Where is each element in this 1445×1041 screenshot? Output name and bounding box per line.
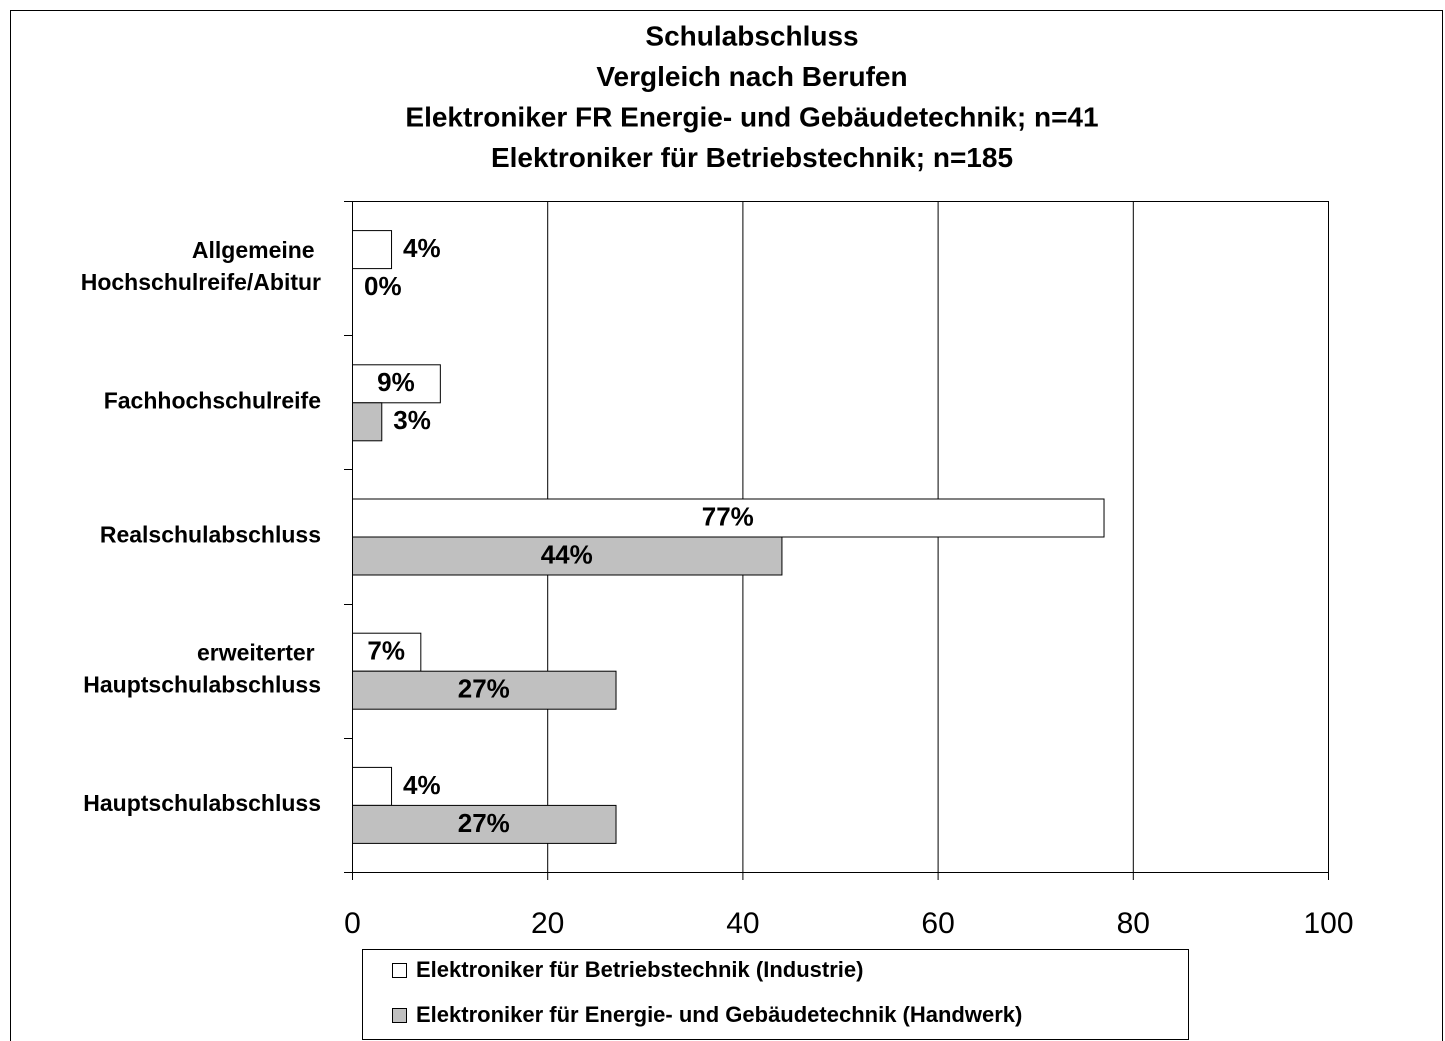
data-label: 4% — [403, 233, 441, 263]
y-tick-label: Allgemeine Hochschulreife/Abitur — [81, 237, 321, 295]
bar — [352, 230, 393, 270]
bar — [352, 536, 783, 576]
data-label: 77% — [702, 501, 754, 531]
bar — [352, 498, 1105, 538]
x-tick-label: 60 — [921, 907, 954, 940]
x-tick-label: 20 — [531, 907, 564, 940]
y-tick-label: Fachhochschulreife — [104, 387, 321, 413]
bar — [352, 402, 383, 442]
x-tick-label: 40 — [726, 907, 759, 940]
y-tick-label: Realschulabschluss — [100, 522, 321, 548]
bar — [352, 364, 441, 404]
chart-title: Vergleich nach Berufen — [596, 61, 907, 92]
legend-swatch — [392, 963, 407, 978]
y-tick-label: erweiterter Hauptschulabschluss — [83, 640, 321, 698]
data-label: 44% — [541, 539, 593, 569]
data-label: 7% — [367, 636, 405, 666]
chart-title: Elektroniker FR Energie- und Gebäudetech… — [405, 101, 1098, 132]
data-label: 3% — [393, 405, 431, 435]
data-label: 27% — [458, 674, 510, 704]
x-tick-label: 80 — [1117, 907, 1150, 940]
y-tick-label: Hauptschulabschluss — [83, 790, 321, 816]
bar — [352, 804, 617, 844]
legend-box — [362, 949, 1189, 1040]
data-label: 9% — [377, 367, 415, 397]
legend-swatch — [392, 1008, 407, 1023]
legend-label: Elektroniker für Energie- und Gebäudetec… — [416, 1002, 1022, 1027]
chart-title: Elektroniker für Betriebstechnik; n=185 — [491, 142, 1013, 173]
bar — [352, 766, 393, 806]
x-tick-label: 100 — [1303, 907, 1353, 940]
data-label: 4% — [403, 770, 441, 800]
data-label: 0% — [364, 271, 402, 301]
legend-label: Elektroniker für Betriebstechnik (Indust… — [416, 957, 863, 982]
chart-title: Schulabschluss — [645, 20, 858, 51]
bar — [352, 670, 617, 710]
data-label: 27% — [458, 808, 510, 838]
x-tick-label: 0 — [344, 907, 361, 940]
